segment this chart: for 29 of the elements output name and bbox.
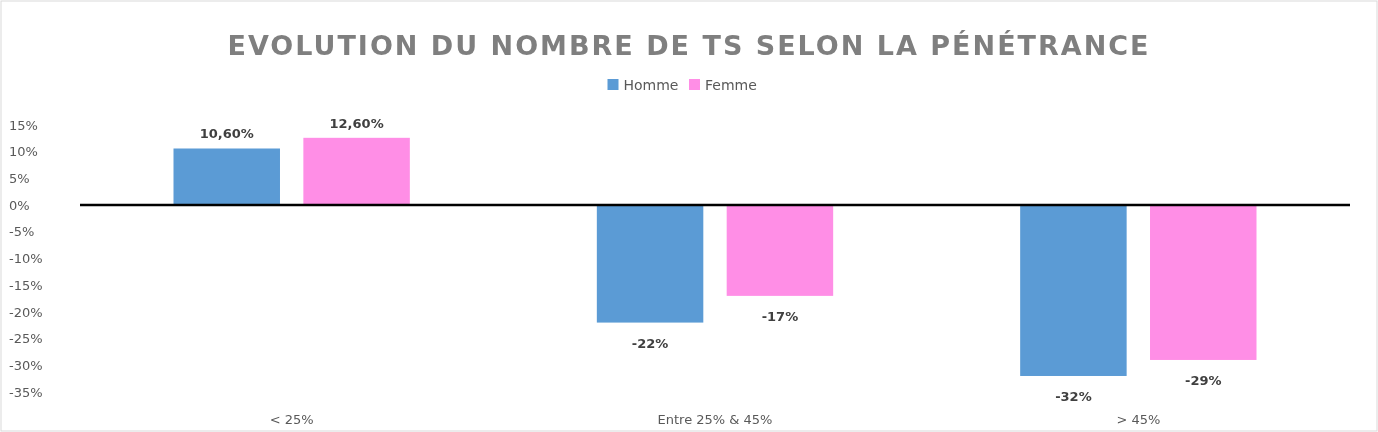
data-label: 10,60% bbox=[199, 126, 254, 142]
x-tick-label: < 25% bbox=[269, 412, 314, 428]
y-tick-label: -15% bbox=[9, 277, 43, 293]
bar bbox=[1020, 205, 1127, 376]
y-tick-label: 15% bbox=[9, 117, 38, 133]
y-tick-label: 0% bbox=[9, 197, 30, 213]
data-label: -22% bbox=[631, 335, 669, 351]
x-tick-label: > 45% bbox=[1116, 412, 1161, 428]
data-label: 12,60% bbox=[329, 115, 384, 131]
y-tick-label: -20% bbox=[9, 304, 43, 320]
y-tick-label: 5% bbox=[9, 171, 30, 187]
bar bbox=[726, 205, 834, 296]
y-tick-label: -30% bbox=[9, 357, 43, 373]
legend-label: Homme bbox=[623, 77, 679, 93]
bar bbox=[173, 148, 280, 206]
data-label: -29% bbox=[1185, 372, 1222, 388]
bar bbox=[303, 137, 410, 206]
y-tick-label: 10% bbox=[9, 144, 38, 160]
y-tick-label: -35% bbox=[9, 384, 43, 400]
bar bbox=[1150, 205, 1257, 360]
y-tick-label: -5% bbox=[9, 224, 35, 240]
data-label: -17% bbox=[761, 308, 799, 324]
x-tick-label: Entre 25% & 45% bbox=[657, 412, 773, 428]
y-tick-label: -10% bbox=[9, 251, 43, 267]
y-tick-label: -25% bbox=[9, 331, 43, 347]
data-label: -32% bbox=[1055, 388, 1092, 404]
chart-title: EVOLUTION DU NOMBRE DE TS SELON LA PÉNÉTRANCE bbox=[227, 30, 1151, 61]
legend-label: Femme bbox=[705, 77, 757, 93]
bar bbox=[596, 205, 704, 323]
